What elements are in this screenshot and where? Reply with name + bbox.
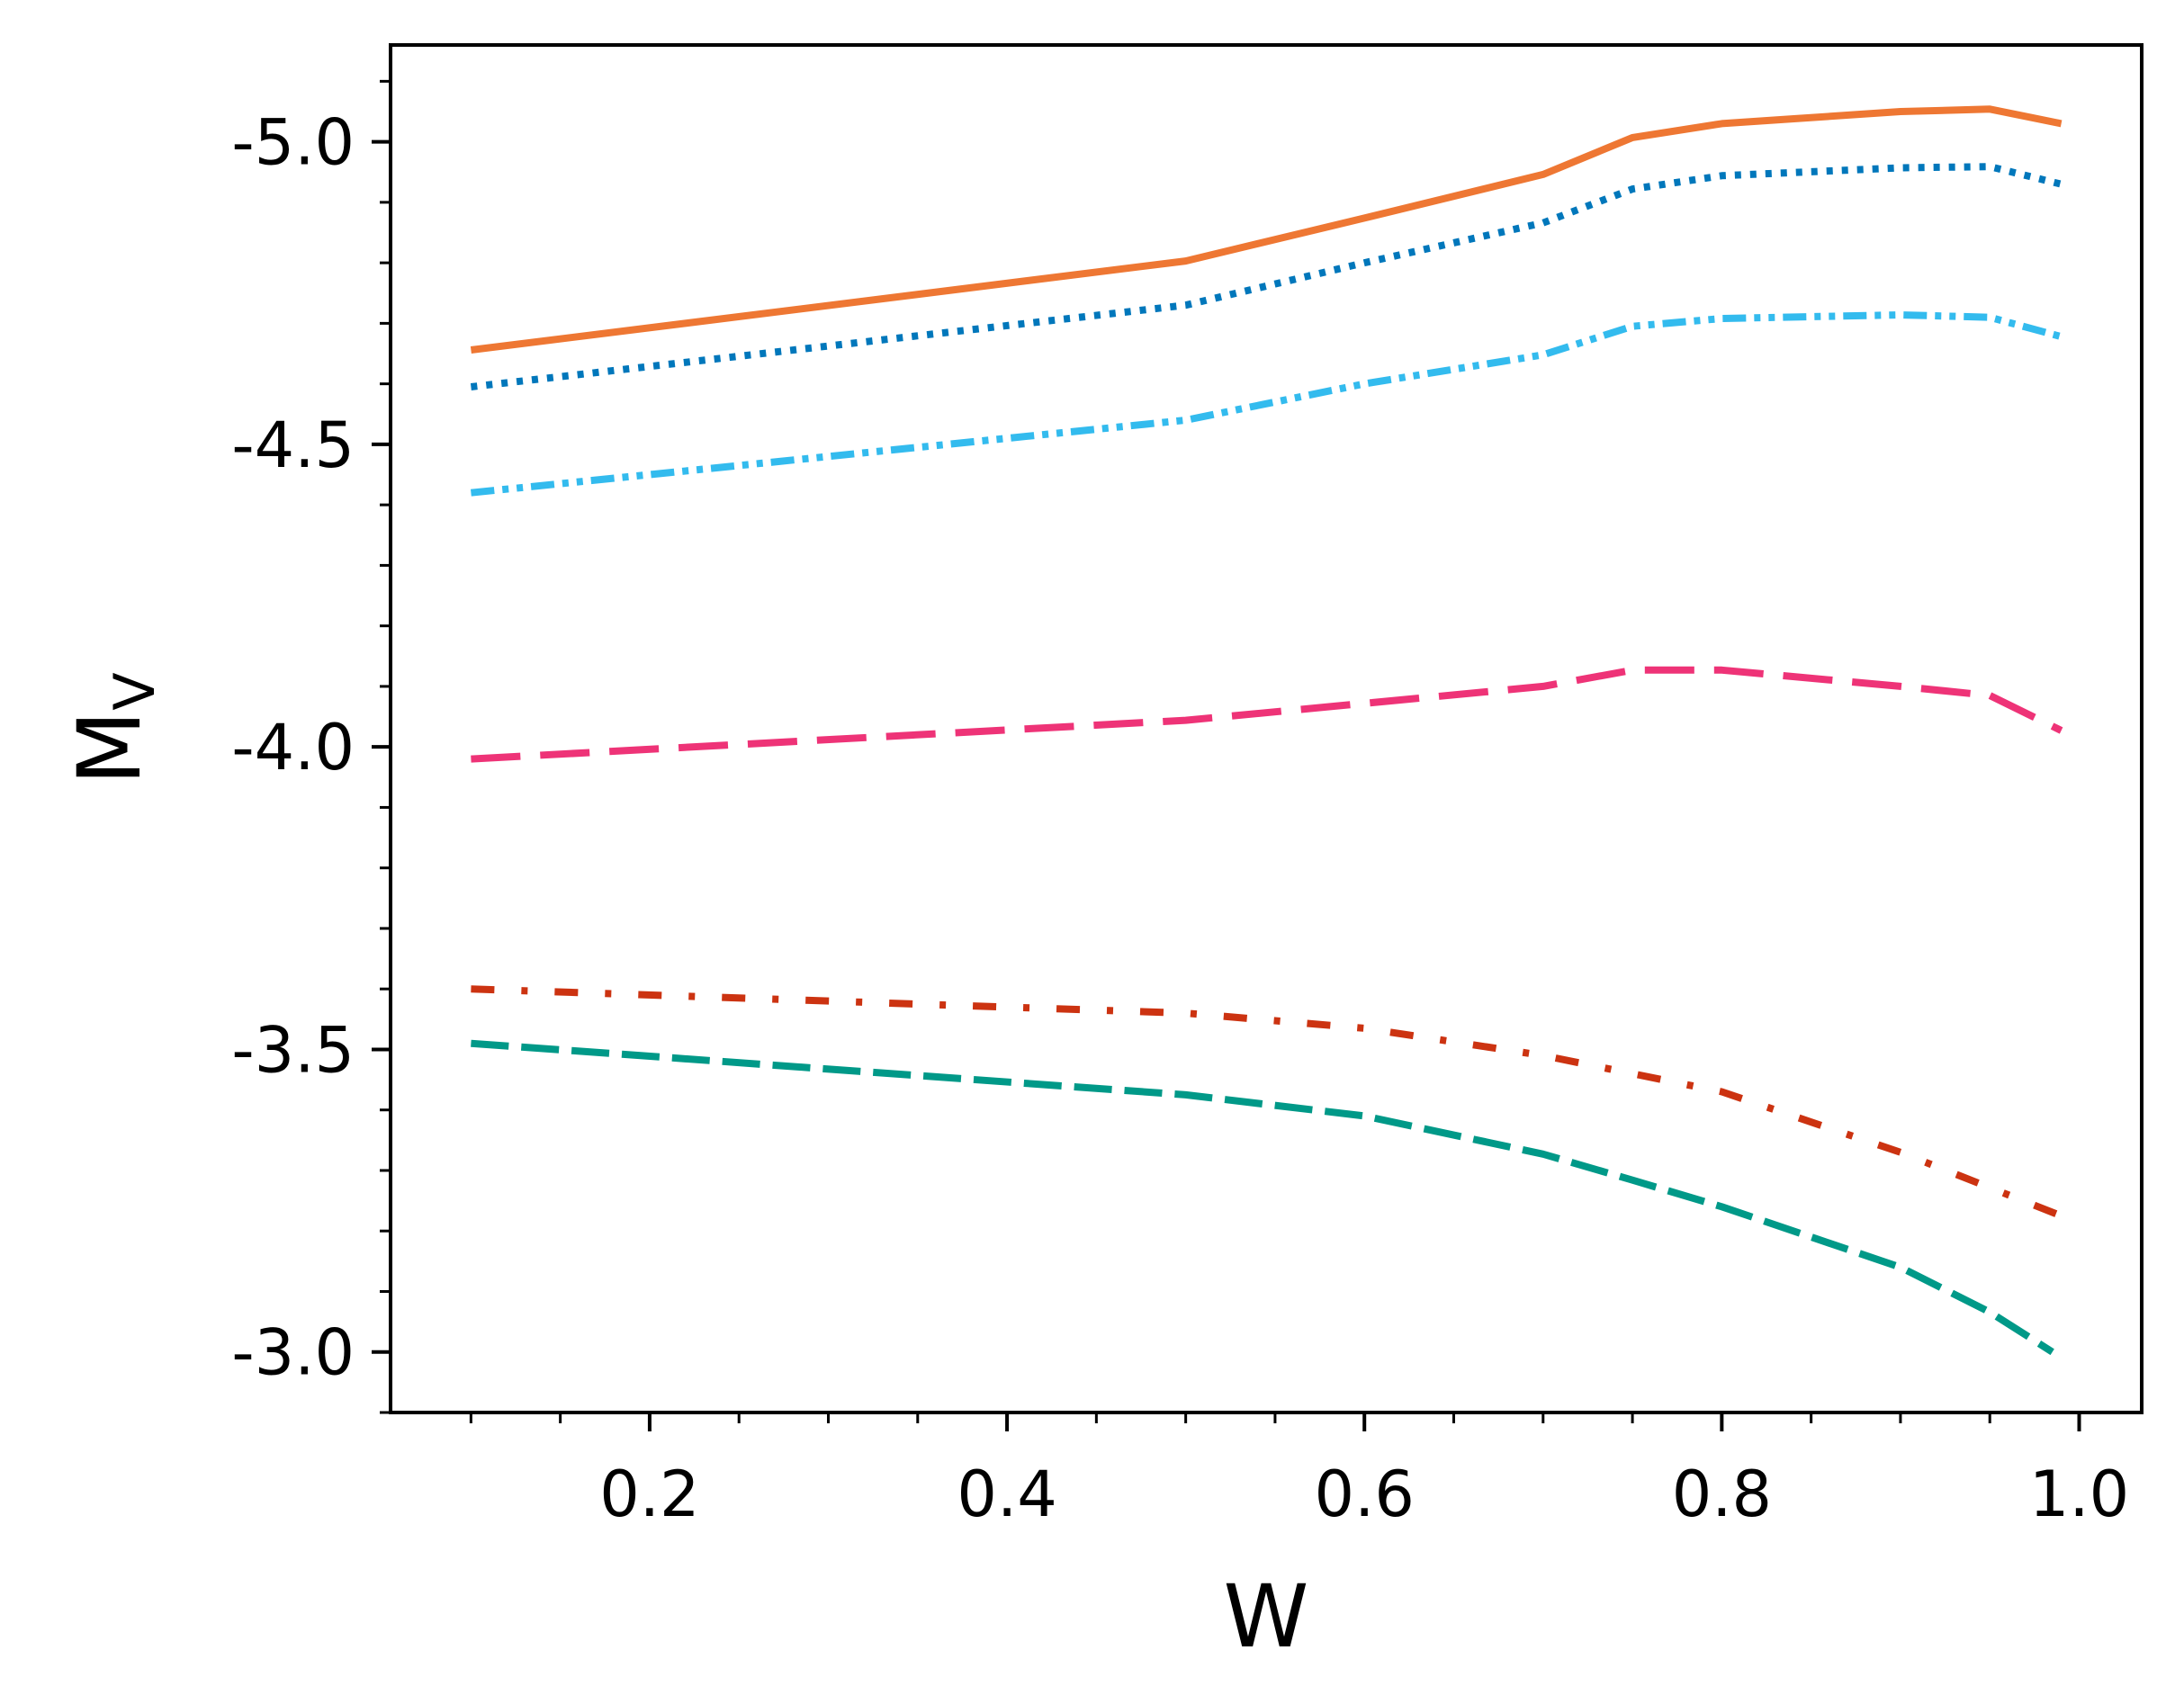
x-tick-label: 0.8 (1672, 1457, 1772, 1531)
series-line-solid-orange (470, 105, 2063, 354)
y-axis-title-main: M (59, 711, 160, 785)
series-line-dashed-teal (471, 1039, 2054, 1356)
y-tick-label: -4.0 (231, 711, 355, 785)
plot-frame (389, 43, 2144, 1414)
series-line-long-dash-magenta (471, 666, 2063, 763)
x-tick-label: 1.0 (2029, 1457, 2129, 1531)
y-tick-label: -3.5 (231, 1013, 355, 1087)
x-axis-title: W (1224, 1566, 1309, 1667)
tick-labels: 0.2 0.4 0.6 0.8 1.0 -5.0 -4.5 -4.0 -3.5 -3.0 (231, 106, 2129, 1531)
y-tick-label: -3.0 (231, 1316, 355, 1390)
x-tick-label: 0.6 (1315, 1457, 1415, 1531)
x-tick-label: 0.2 (599, 1457, 699, 1531)
y-axis-title-subscript: V (102, 672, 167, 710)
y-tick-label: -4.5 (231, 408, 355, 482)
x-tick-label: 0.4 (957, 1457, 1056, 1531)
y-tick-label: -5.0 (231, 106, 355, 180)
series-layer (470, 105, 2063, 1356)
series-line-dotted-blue (470, 163, 2063, 390)
y-axis-title: MV (59, 672, 167, 785)
